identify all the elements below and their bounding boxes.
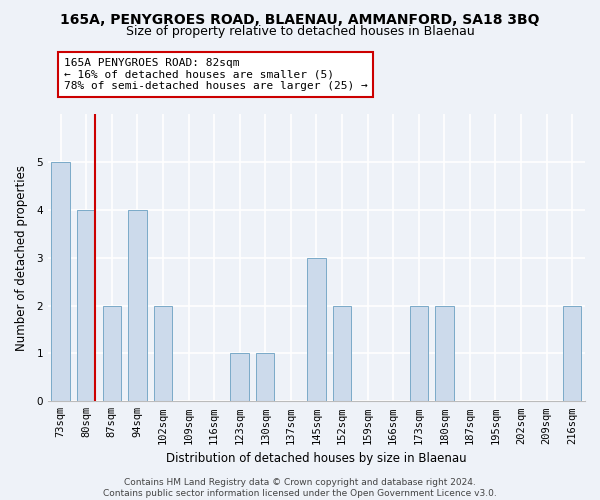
Bar <box>563 306 581 402</box>
Bar <box>154 306 172 402</box>
Text: 165A PENYGROES ROAD: 82sqm
← 16% of detached houses are smaller (5)
78% of semi-: 165A PENYGROES ROAD: 82sqm ← 16% of deta… <box>64 58 368 91</box>
Bar <box>103 306 121 402</box>
Bar <box>410 306 428 402</box>
Text: Contains HM Land Registry data © Crown copyright and database right 2024.
Contai: Contains HM Land Registry data © Crown c… <box>103 478 497 498</box>
Bar <box>256 354 274 402</box>
Bar <box>52 162 70 402</box>
Bar <box>230 354 249 402</box>
Text: Size of property relative to detached houses in Blaenau: Size of property relative to detached ho… <box>125 25 475 38</box>
Bar <box>333 306 351 402</box>
X-axis label: Distribution of detached houses by size in Blaenau: Distribution of detached houses by size … <box>166 452 467 465</box>
Bar <box>77 210 95 402</box>
Text: 165A, PENYGROES ROAD, BLAENAU, AMMANFORD, SA18 3BQ: 165A, PENYGROES ROAD, BLAENAU, AMMANFORD… <box>60 12 540 26</box>
Y-axis label: Number of detached properties: Number of detached properties <box>15 164 28 350</box>
Bar <box>128 210 146 402</box>
Bar <box>435 306 454 402</box>
Bar <box>307 258 326 402</box>
